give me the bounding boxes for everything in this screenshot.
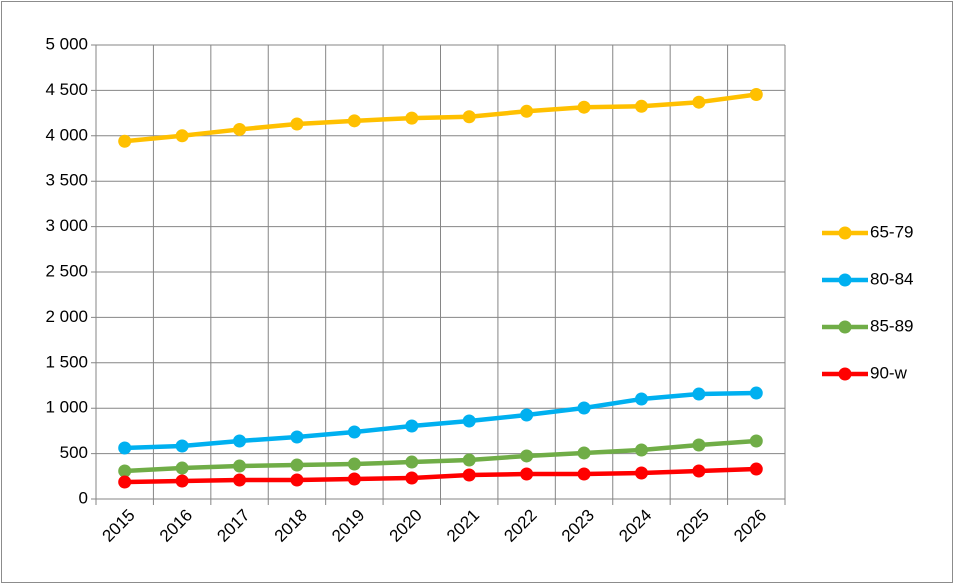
data-point bbox=[520, 104, 534, 118]
data-point bbox=[290, 117, 304, 131]
data-point bbox=[462, 468, 476, 482]
legend-label: 85-89 bbox=[870, 316, 913, 335]
data-point bbox=[634, 99, 648, 113]
data-point bbox=[634, 392, 648, 406]
legend-label: 80-84 bbox=[870, 269, 913, 288]
data-point bbox=[749, 434, 763, 448]
series-line bbox=[124, 466, 757, 485]
y-tick-label: 5 000 bbox=[45, 34, 88, 53]
data-point bbox=[692, 387, 706, 401]
data-point bbox=[405, 455, 419, 469]
data-point bbox=[577, 401, 591, 415]
data-point bbox=[692, 95, 706, 109]
data-point bbox=[520, 449, 534, 463]
data-point bbox=[405, 111, 419, 125]
data-point bbox=[233, 459, 247, 473]
series-line bbox=[124, 92, 757, 144]
data-point bbox=[118, 134, 132, 148]
data-point bbox=[175, 474, 189, 488]
y-tick-label: 500 bbox=[60, 443, 88, 462]
legend-marker bbox=[838, 226, 852, 240]
y-tick-label: 3 500 bbox=[45, 171, 88, 190]
legend-label: 90-w bbox=[870, 363, 908, 382]
data-point bbox=[233, 473, 247, 487]
legend-label: 65-79 bbox=[870, 222, 913, 241]
data-point bbox=[520, 467, 534, 481]
y-tick-label: 2 500 bbox=[45, 261, 88, 280]
data-point bbox=[405, 471, 419, 485]
data-point bbox=[577, 100, 591, 114]
data-point bbox=[577, 446, 591, 460]
y-tick-label: 1 500 bbox=[45, 352, 88, 371]
data-point bbox=[462, 110, 476, 124]
data-point bbox=[749, 386, 763, 400]
data-point bbox=[118, 464, 132, 478]
data-point bbox=[175, 129, 189, 143]
data-point bbox=[692, 438, 706, 452]
data-point bbox=[462, 453, 476, 467]
data-point bbox=[175, 461, 189, 475]
y-tick-label: 3 000 bbox=[45, 216, 88, 235]
y-tick-label: 0 bbox=[79, 488, 88, 507]
data-point bbox=[290, 430, 304, 444]
data-point bbox=[347, 114, 361, 128]
data-point bbox=[347, 457, 361, 471]
data-point bbox=[462, 414, 476, 428]
legend-marker bbox=[838, 273, 852, 287]
data-point bbox=[347, 425, 361, 439]
data-point bbox=[290, 458, 304, 472]
data-point bbox=[634, 443, 648, 457]
y-tick-label: 2 000 bbox=[45, 307, 88, 326]
data-point bbox=[118, 441, 132, 455]
data-point bbox=[692, 464, 706, 478]
data-point bbox=[175, 439, 189, 453]
data-point bbox=[749, 462, 763, 476]
data-point bbox=[520, 408, 534, 422]
data-point bbox=[577, 467, 591, 481]
data-point bbox=[233, 434, 247, 448]
data-point bbox=[118, 475, 132, 489]
data-point bbox=[749, 87, 763, 101]
series-line bbox=[124, 390, 757, 451]
legend-marker bbox=[838, 320, 852, 334]
y-tick-label: 4 000 bbox=[45, 125, 88, 144]
data-point bbox=[634, 466, 648, 480]
y-tick-label: 1 000 bbox=[45, 398, 88, 417]
data-point bbox=[405, 419, 419, 433]
data-point bbox=[233, 122, 247, 136]
legend-marker bbox=[838, 367, 852, 381]
y-tick-label: 4 500 bbox=[45, 80, 88, 99]
series-line bbox=[124, 438, 757, 474]
data-point bbox=[347, 472, 361, 486]
data-point bbox=[290, 473, 304, 487]
